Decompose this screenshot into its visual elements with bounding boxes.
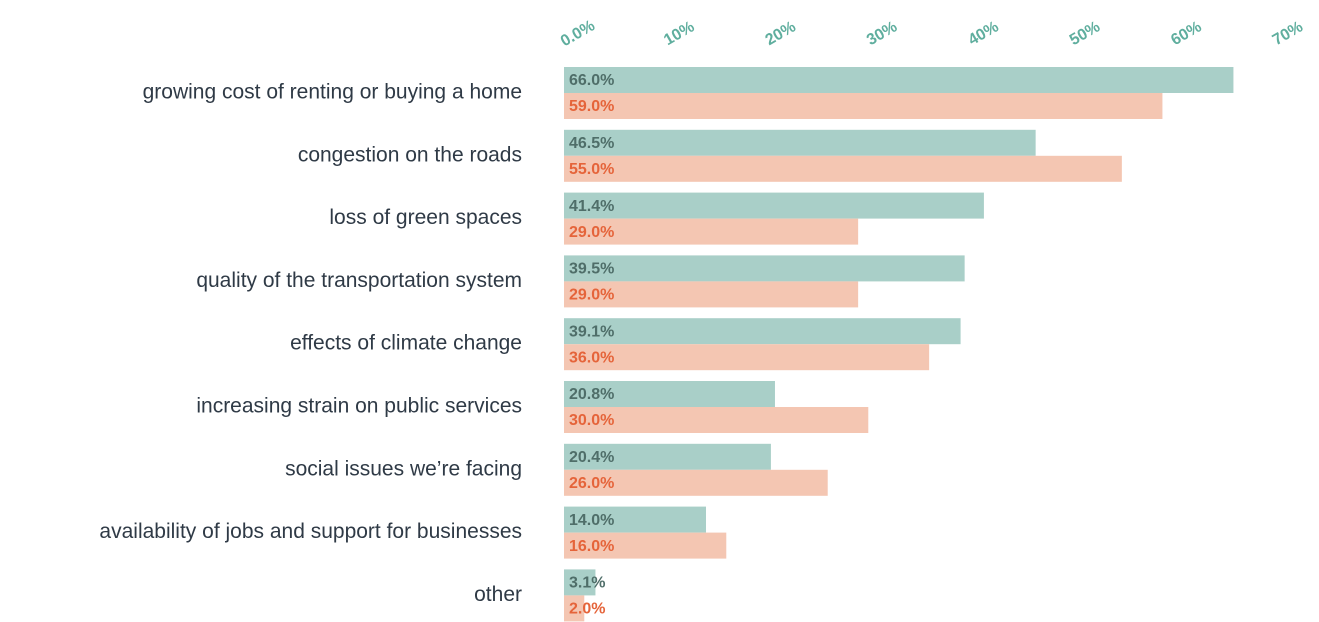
- value-label: 29.0%: [569, 224, 614, 241]
- bar: [564, 93, 1163, 119]
- x-tick-label: 20%: [763, 18, 799, 49]
- category-label: congestion on the roads: [298, 143, 522, 166]
- bar: [564, 469, 828, 496]
- category-label: effects of climate change: [290, 332, 522, 355]
- x-tick-label: 50%: [1067, 18, 1103, 49]
- value-label: 39.5%: [569, 261, 614, 278]
- value-label: 39.1%: [569, 323, 614, 340]
- value-label: 3.1%: [569, 575, 605, 592]
- bar: [564, 255, 965, 282]
- value-label: 2.0%: [569, 601, 605, 618]
- bar: [564, 344, 930, 371]
- bar: [564, 407, 869, 433]
- bar: [564, 318, 961, 345]
- category-label: growing cost of renting or buying a home: [143, 81, 522, 104]
- category-label: social issues we’re facing: [285, 457, 522, 480]
- bar: [564, 595, 585, 622]
- value-label: 20.8%: [569, 386, 614, 403]
- value-label: 41.4%: [569, 198, 614, 215]
- bar: [564, 67, 1234, 93]
- category-label: availability of jobs and support for bus…: [99, 520, 522, 543]
- value-label: 20.4%: [569, 449, 614, 466]
- x-tick-label: 70%: [1270, 18, 1306, 49]
- value-label: 55.0%: [569, 161, 614, 178]
- bar: [564, 218, 859, 245]
- bar: [564, 281, 859, 308]
- x-tick-label: 30%: [864, 18, 900, 49]
- x-tick-label: 40%: [965, 18, 1001, 49]
- bar: [564, 569, 596, 596]
- value-label: 14.0%: [569, 512, 614, 529]
- bar: [564, 443, 771, 470]
- value-label: 46.5%: [569, 135, 614, 152]
- x-tick-label: 10%: [661, 18, 697, 49]
- category-label: loss of green spaces: [329, 206, 522, 229]
- bar: [564, 506, 706, 533]
- value-label: 66.0%: [569, 72, 614, 89]
- x-tick-label: 0.0%: [558, 17, 598, 50]
- value-label: 26.0%: [569, 475, 614, 492]
- x-tick-label: 60%: [1168, 18, 1204, 49]
- category-label: other: [474, 583, 522, 606]
- value-label: 16.0%: [569, 538, 614, 555]
- category-label: increasing strain on public services: [196, 395, 522, 418]
- bar: [564, 381, 775, 407]
- value-label: 59.0%: [569, 98, 614, 115]
- value-label: 29.0%: [569, 287, 614, 304]
- bar: [564, 532, 727, 559]
- bar: [564, 192, 984, 219]
- bar: [564, 129, 1036, 156]
- value-label: 36.0%: [569, 349, 614, 366]
- category-label: quality of the transportation system: [196, 269, 522, 292]
- value-label: 30.0%: [569, 412, 614, 429]
- bar: [564, 155, 1122, 182]
